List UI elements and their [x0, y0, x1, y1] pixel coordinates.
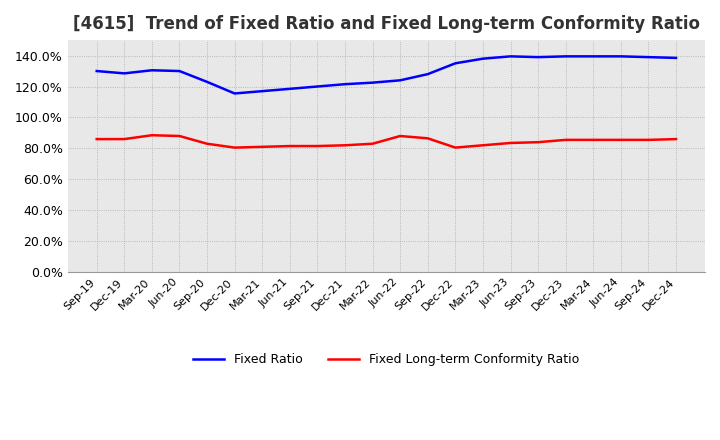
- Fixed Long-term Conformity Ratio: [230, 145, 239, 150]
- Fixed Ratio: [120, 71, 129, 76]
- Fixed Long-term Conformity Ratio: [396, 133, 405, 139]
- Fixed Ratio: [616, 54, 625, 59]
- Fixed Long-term Conformity Ratio: [258, 144, 266, 150]
- Fixed Long-term Conformity Ratio: [148, 132, 156, 138]
- Fixed Ratio: [506, 54, 515, 59]
- Fixed Long-term Conformity Ratio: [92, 136, 101, 142]
- Fixed Long-term Conformity Ratio: [286, 143, 294, 149]
- Line: Fixed Long-term Conformity Ratio: Fixed Long-term Conformity Ratio: [96, 135, 676, 147]
- Fixed Ratio: [148, 68, 156, 73]
- Fixed Long-term Conformity Ratio: [175, 133, 184, 139]
- Fixed Ratio: [672, 55, 680, 61]
- Fixed Ratio: [92, 68, 101, 73]
- Fixed Long-term Conformity Ratio: [203, 141, 212, 147]
- Fixed Ratio: [258, 88, 266, 94]
- Fixed Ratio: [644, 55, 653, 60]
- Fixed Long-term Conformity Ratio: [616, 137, 625, 143]
- Fixed Ratio: [368, 80, 377, 85]
- Fixed Long-term Conformity Ratio: [534, 139, 542, 145]
- Fixed Ratio: [423, 71, 432, 77]
- Fixed Ratio: [230, 91, 239, 96]
- Fixed Ratio: [562, 54, 570, 59]
- Fixed Ratio: [534, 55, 542, 60]
- Fixed Long-term Conformity Ratio: [341, 143, 349, 148]
- Fixed Long-term Conformity Ratio: [313, 143, 322, 149]
- Fixed Long-term Conformity Ratio: [644, 137, 653, 143]
- Title: [4615]  Trend of Fixed Ratio and Fixed Long-term Conformity Ratio: [4615] Trend of Fixed Ratio and Fixed Lo…: [73, 15, 700, 33]
- Fixed Ratio: [451, 61, 459, 66]
- Fixed Ratio: [589, 54, 598, 59]
- Fixed Ratio: [479, 56, 487, 61]
- Legend: Fixed Ratio, Fixed Long-term Conformity Ratio: Fixed Ratio, Fixed Long-term Conformity …: [188, 348, 585, 371]
- Fixed Long-term Conformity Ratio: [120, 136, 129, 142]
- Fixed Ratio: [396, 78, 405, 83]
- Fixed Long-term Conformity Ratio: [562, 137, 570, 143]
- Fixed Long-term Conformity Ratio: [589, 137, 598, 143]
- Fixed Ratio: [313, 84, 322, 89]
- Fixed Ratio: [175, 68, 184, 73]
- Fixed Ratio: [286, 86, 294, 92]
- Fixed Long-term Conformity Ratio: [423, 136, 432, 141]
- Fixed Long-term Conformity Ratio: [479, 143, 487, 148]
- Fixed Long-term Conformity Ratio: [368, 141, 377, 147]
- Fixed Long-term Conformity Ratio: [672, 136, 680, 142]
- Line: Fixed Ratio: Fixed Ratio: [96, 56, 676, 93]
- Fixed Ratio: [203, 79, 212, 84]
- Fixed Long-term Conformity Ratio: [451, 145, 459, 150]
- Fixed Ratio: [341, 81, 349, 87]
- Fixed Long-term Conformity Ratio: [506, 140, 515, 146]
